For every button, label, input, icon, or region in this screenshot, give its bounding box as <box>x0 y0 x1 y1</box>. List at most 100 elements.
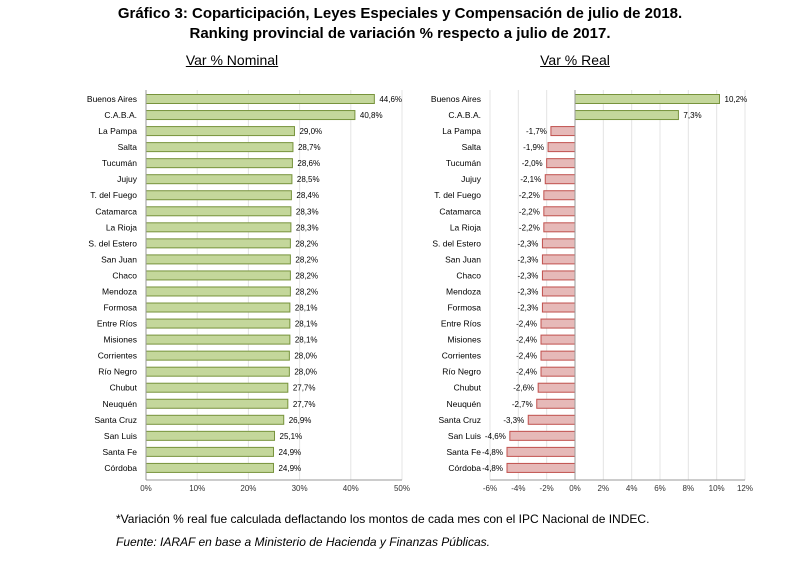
real-tick-label: 4% <box>626 484 638 493</box>
real-bar <box>541 254 576 265</box>
real-tick-label: 2% <box>598 484 610 493</box>
nominal-data-label: 25,1% <box>280 432 303 441</box>
nominal-data-label: 28,0% <box>294 368 317 377</box>
real-data-label: -4,6% <box>485 432 506 441</box>
nominal-bar <box>145 430 276 441</box>
real-data-label: -2,1% <box>520 175 541 184</box>
nominal-category-label: Córdoba <box>104 463 137 473</box>
nominal-data-label: 28,0% <box>294 352 317 361</box>
real-data-label: -2,0% <box>522 159 543 168</box>
real-data-label: -3,3% <box>503 416 524 425</box>
real-category-label: Catamarca <box>439 206 481 216</box>
nominal-bar <box>145 110 356 121</box>
nominal-category-label: Jujuy <box>117 174 138 184</box>
nominal-data-label: 28,1% <box>295 320 318 329</box>
nominal-bar <box>145 94 375 104</box>
real-category-label: Córdoba <box>448 463 481 473</box>
real-category-label: Río Negro <box>442 367 481 377</box>
nominal-bar <box>145 174 293 185</box>
real-bar <box>536 398 576 409</box>
nominal-data-label: 28,1% <box>295 336 318 345</box>
nominal-bar <box>145 462 274 473</box>
real-bar <box>540 318 576 329</box>
real-category-label: Formosa <box>447 303 481 313</box>
nominal-bar <box>145 446 274 457</box>
nominal-chart-title: Var % Nominal <box>185 52 279 68</box>
nominal-category-label: Chaco <box>112 270 137 280</box>
nominal-bar <box>145 190 292 201</box>
real-data-label: -2,3% <box>518 271 539 280</box>
real-category-label: C.A.B.A. <box>448 110 481 120</box>
real-data-label: -2,3% <box>518 239 539 248</box>
footnote: *Variación % real fue calculada deflacta… <box>116 512 650 526</box>
real-bar <box>506 462 576 473</box>
nominal-data-label: 44,6% <box>379 95 402 104</box>
nominal-data-label: 28,3% <box>296 223 319 232</box>
nominal-tick-label: 0% <box>140 484 152 493</box>
real-category-label: Neuquén <box>446 399 481 409</box>
nominal-category-label: Catamarca <box>95 206 137 216</box>
nominal-data-label: 28,4% <box>296 191 319 200</box>
nominal-bar <box>145 398 289 409</box>
real-category-label: Corrientes <box>442 351 481 361</box>
real-bar <box>544 174 576 185</box>
real-category-label: T. del Fuego <box>434 190 481 200</box>
real-category-label: San Juan <box>445 254 481 264</box>
real-category-label: Misiones <box>447 335 481 345</box>
real-tick-label: -6% <box>483 484 497 493</box>
nominal-bar <box>145 158 293 169</box>
nominal-data-label: 28,3% <box>296 207 319 216</box>
nominal-bar <box>145 142 294 153</box>
real-data-label: -1,7% <box>526 127 547 136</box>
real-bar <box>540 350 576 361</box>
nominal-bar <box>145 206 292 217</box>
real-category-label: La Pampa <box>442 126 481 136</box>
real-data-label: -2,2% <box>519 207 540 216</box>
real-data-label: -2,4% <box>516 368 537 377</box>
real-data-label: 7,3% <box>683 111 701 120</box>
real-data-label: -2,7% <box>512 400 533 409</box>
nominal-data-label: 28,2% <box>295 239 318 248</box>
nominal-data-label: 28,2% <box>295 287 318 296</box>
nominal-bar <box>145 302 291 313</box>
real-bar <box>550 126 576 137</box>
real-data-label: -2,4% <box>516 336 537 345</box>
real-bar <box>509 430 576 441</box>
real-bar <box>543 222 576 233</box>
real-data-label: -4,8% <box>482 464 503 473</box>
nominal-tick-label: 40% <box>343 484 359 493</box>
nominal-data-label: 27,7% <box>293 400 316 409</box>
nominal-data-label: 28,7% <box>298 143 321 152</box>
real-bar <box>543 206 576 217</box>
nominal-category-label: La Pampa <box>98 126 137 136</box>
nominal-tick-label: 20% <box>240 484 256 493</box>
nominal-category-label: Formosa <box>103 303 137 313</box>
nominal-category-label: Santa Cruz <box>94 415 137 425</box>
nominal-data-label: 28,1% <box>295 304 318 313</box>
nominal-data-label: 28,2% <box>295 271 318 280</box>
nominal-data-label: 26,9% <box>289 416 312 425</box>
real-category-label: Santa Fe <box>447 447 482 457</box>
real-bar <box>574 110 679 121</box>
real-category-label: Entre Ríos <box>441 319 481 329</box>
real-bar <box>547 142 576 153</box>
real-bar <box>540 366 576 377</box>
nominal-tick-label: 50% <box>394 484 410 493</box>
nominal-category-label: San Juan <box>101 254 137 264</box>
real-data-label: -2,3% <box>518 255 539 264</box>
chart-title-line2: Ranking provincial de variación % respec… <box>189 25 611 42</box>
real-bar <box>541 238 576 249</box>
source-note: Fuente: IARAF en base a Ministerio de Ha… <box>116 535 490 549</box>
real-data-label: -1,9% <box>523 143 544 152</box>
real-bar <box>527 414 576 425</box>
real-bar <box>543 190 576 201</box>
real-tick-label: 8% <box>683 484 695 493</box>
real-tick-label: 12% <box>737 484 753 493</box>
nominal-bar <box>145 238 291 249</box>
real-bar <box>541 286 576 297</box>
nominal-bar <box>145 334 291 345</box>
real-category-label: Chaco <box>456 270 481 280</box>
real-category-label: Tucumán <box>446 158 481 168</box>
real-category-label: La Rioja <box>450 222 481 232</box>
